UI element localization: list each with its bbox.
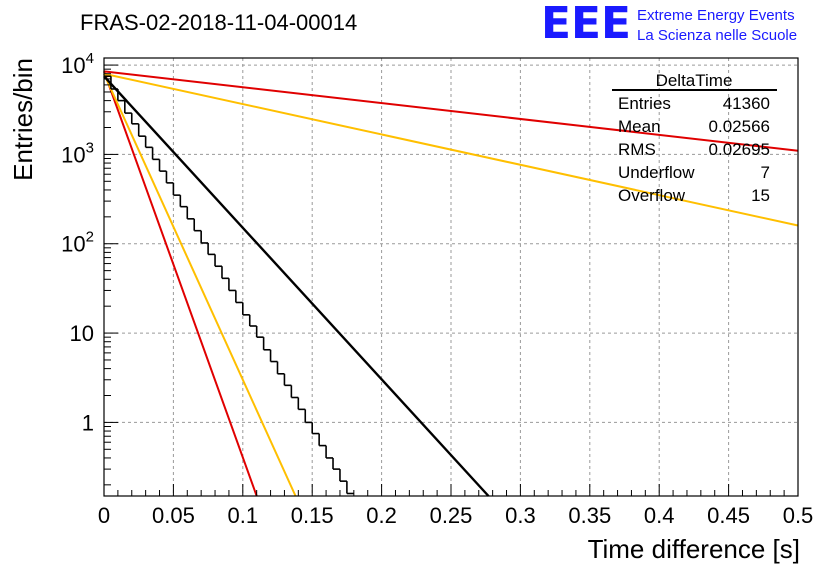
stats-label: Underflow [618,163,695,182]
grid-lines [104,58,798,496]
exponential-fit-line [103,75,490,497]
axis-ticks: 0 0.05 0.1 0.15 0.2 0.25 0.3 0.35 0.4 0.45 0.5 1 10 1… [61,50,813,528]
stats-box-title: DeltaTime [656,71,733,90]
x-tick-label: 0.5 [783,503,814,528]
stats-value: 7 [761,163,770,182]
red-fit-curve [103,71,258,497]
x-tick-label: 0 [98,503,110,528]
x-tick-label: 0.1 [228,503,259,528]
logo-line2: La Scienza nelle Scuole [637,27,797,44]
x-tick-label: 0.15 [291,503,334,528]
x-tick-label: 0.3 [505,503,536,528]
stats-label: Entries [618,94,671,113]
stats-label: Overflow [618,186,686,205]
stats-value: 41360 [723,94,770,113]
x-tick-label: 0.05 [152,503,195,528]
red-fit-curve [103,70,799,152]
y-tick-label: 10 [70,321,94,346]
y-axis-title: Entries/bin [8,58,38,181]
orange-fit-curve [103,72,799,227]
stats-value: 15 [751,186,770,205]
y-tick-label: 1 [82,410,94,435]
stats-box: DeltaTime Entries 41360 Mean 0.02566 RMS 0.02… [612,71,777,205]
run-title: FRAS-02-2018-11-04-00014 [80,10,357,35]
histogram-bars [104,75,354,495]
stats-value: 0.02695 [709,140,770,159]
y-tick-label: 103 [61,139,94,167]
x-tick-label: 0.4 [644,503,675,528]
stats-label: Mean [618,117,661,136]
orange-fit-curve [103,73,297,497]
eee-logo: EEE [541,0,631,49]
x-tick-label: 0.45 [707,503,750,528]
stats-label: RMS [618,140,656,159]
y-tick-label: 104 [61,50,94,78]
x-tick-label: 0.25 [430,503,473,528]
x-axis-title: Time difference [s] [588,534,800,564]
stats-rows: Entries 41360 Mean 0.02566 RMS 0.02695 Underfl… [618,94,770,205]
stats-value: 0.02566 [709,117,770,136]
fit-curves [103,70,799,497]
x-tick-label: 0.35 [568,503,611,528]
y-tick-label: 102 [61,229,94,257]
x-tick-label: 0.2 [366,503,397,528]
logo-line1: Extreme Energy Events [637,7,795,24]
